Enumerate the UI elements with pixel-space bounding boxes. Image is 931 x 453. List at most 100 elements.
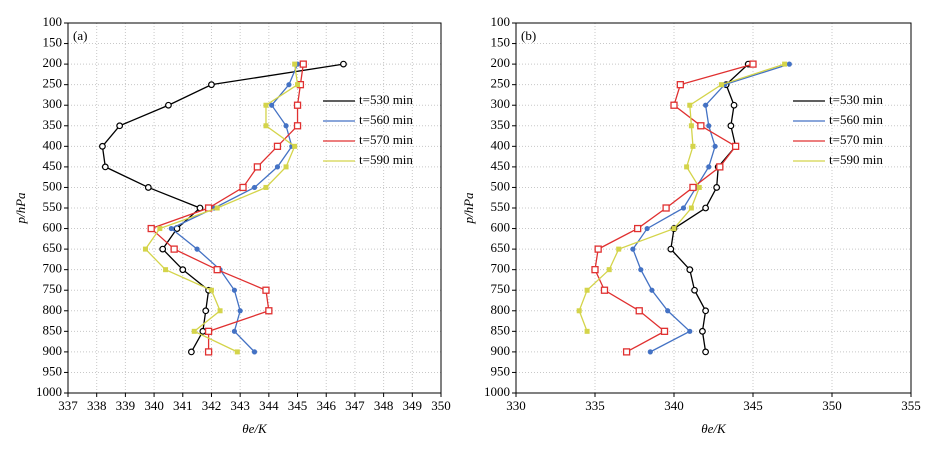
x-tick-label: 342 (202, 398, 222, 413)
marker (680, 205, 687, 211)
marker (702, 204, 709, 212)
marker (286, 82, 292, 88)
marker (638, 267, 644, 273)
panel: 100 150 200 250 300 350 400 450 500 550 600 650 700 7… (461, 14, 921, 436)
marker (187, 348, 195, 356)
marker (706, 123, 712, 129)
marker (687, 328, 693, 334)
marker (712, 143, 718, 149)
legend-label: t=560 min (829, 112, 883, 127)
x-tick-label: 338 (87, 398, 107, 413)
marker (293, 101, 302, 109)
marker (293, 122, 302, 130)
marker (214, 205, 220, 211)
y-tick-label: 1000 (484, 384, 510, 399)
y-tick-label: 800 (43, 302, 63, 317)
marker (253, 163, 262, 171)
marker (263, 123, 269, 129)
y-tick-label: 350 (491, 117, 511, 132)
marker (667, 245, 675, 253)
marker (684, 164, 690, 170)
marker (231, 328, 238, 334)
marker (718, 82, 724, 88)
x-tick-label: 346 (316, 398, 336, 413)
marker (671, 226, 677, 232)
marker (340, 60, 347, 68)
marker (237, 308, 243, 314)
marker (234, 349, 240, 355)
x-tick-label: 341 (173, 398, 193, 413)
marker (706, 164, 712, 170)
marker (170, 245, 178, 253)
marker (239, 183, 247, 192)
y-tick-label: 950 (491, 363, 511, 378)
y-tick-label: 550 (491, 199, 511, 214)
legend-label: t=570 min (829, 132, 883, 147)
legend-label: t=560 min (359, 112, 413, 127)
legend-label: t=570 min (359, 132, 413, 147)
marker (591, 266, 599, 274)
marker (179, 266, 187, 274)
y-tick-label: 250 (43, 76, 63, 91)
marker (204, 327, 213, 335)
plot-frame (515, 22, 912, 394)
y-tick-label: 750 (491, 281, 511, 296)
x-tick-label: 355 (901, 398, 921, 413)
y-tick-label: 350 (43, 117, 63, 132)
x-tick-label: 343 (230, 398, 250, 413)
marker (295, 82, 301, 88)
x-tick-label: 340 (664, 398, 684, 413)
marker (202, 307, 210, 315)
marker (616, 246, 622, 252)
marker (687, 102, 693, 108)
y-tick-label: 700 (491, 261, 511, 276)
marker (165, 101, 172, 109)
marker (251, 349, 258, 355)
panel-label: (b) (521, 28, 536, 43)
marker (676, 81, 684, 89)
marker (231, 287, 238, 293)
x-axis-title: θe/K (701, 421, 727, 436)
marker (194, 246, 200, 252)
marker (686, 266, 694, 274)
x-tick-label: 350 (431, 398, 451, 413)
x-tick-label: 344 (259, 398, 279, 413)
y-tick-label: 150 (491, 35, 511, 50)
marker (584, 328, 590, 334)
marker (699, 327, 706, 335)
legend-label: t=530 min (359, 92, 413, 107)
marker (703, 102, 709, 108)
x-tick-label: 347 (345, 398, 365, 413)
marker (292, 61, 298, 67)
y-tick-label: 300 (43, 96, 63, 111)
series-line (578, 63, 785, 332)
marker (204, 348, 213, 356)
marker (292, 143, 298, 149)
marker (99, 142, 106, 150)
x-tick-label: 345 (288, 398, 308, 413)
marker (665, 308, 671, 314)
y-tick-label: 550 (43, 199, 63, 214)
y-tick-label: 400 (43, 137, 63, 152)
marker (159, 245, 167, 253)
x-tick-label: 350 (822, 398, 842, 413)
marker (727, 122, 735, 130)
y-tick-label: 500 (43, 178, 63, 193)
marker (283, 123, 289, 129)
x-axis-title: θe/K (242, 421, 268, 436)
y-tick-label: 450 (43, 158, 63, 173)
x-tick-label: 348 (374, 398, 394, 413)
marker (101, 163, 109, 171)
y-tick-label: 750 (43, 281, 63, 296)
marker (634, 224, 642, 233)
x-tick-label: 337 (58, 398, 78, 413)
marker (199, 327, 207, 335)
x-tick-label: 345 (743, 398, 763, 413)
marker (622, 348, 631, 356)
y-tick-label: 950 (43, 363, 63, 378)
y-tick-label: 850 (43, 322, 63, 337)
y-tick-label: 500 (491, 178, 511, 193)
x-tick-label: 340 (144, 398, 164, 413)
marker (217, 308, 223, 314)
